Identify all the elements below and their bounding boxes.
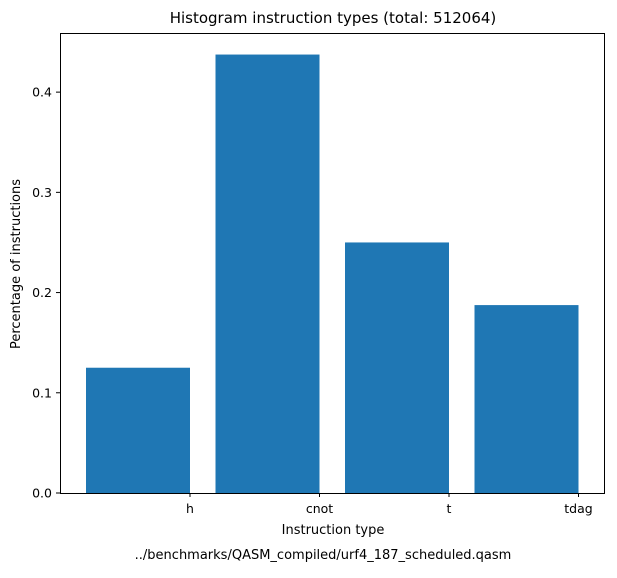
x-tick-label-t: t <box>447 501 452 516</box>
x-axis-label: Instruction type <box>282 523 385 538</box>
bar-t <box>345 242 449 493</box>
bar-cnot <box>215 54 320 493</box>
bar-tdag <box>474 305 579 493</box>
x-tick-label-h: h <box>186 501 194 516</box>
plot-frame <box>60 33 605 494</box>
bar-h <box>86 367 190 493</box>
y-tick-label: 0.3 <box>32 185 52 200</box>
y-axis-ticks: 0.0 0.1 0.2 0.3 0.4 <box>32 85 60 501</box>
y-axis-label: Percentage of instructions <box>9 179 24 349</box>
bars-group <box>86 54 579 493</box>
chart-title: Histogram instruction types (total: 5120… <box>170 9 497 27</box>
x-axis-ticks: h cnot t tdag <box>186 493 593 516</box>
file-caption: ../benchmarks/QASM_compiled/urf4_187_sch… <box>135 548 512 563</box>
y-tick-label: 0.4 <box>32 85 52 100</box>
y-tick-label: 0.2 <box>32 285 52 300</box>
x-tick-label-tdag: tdag <box>564 501 592 516</box>
x-tick-label-cnot: cnot <box>306 501 333 516</box>
y-tick-label: 0.0 <box>32 486 52 501</box>
y-tick-label: 0.1 <box>32 385 52 400</box>
